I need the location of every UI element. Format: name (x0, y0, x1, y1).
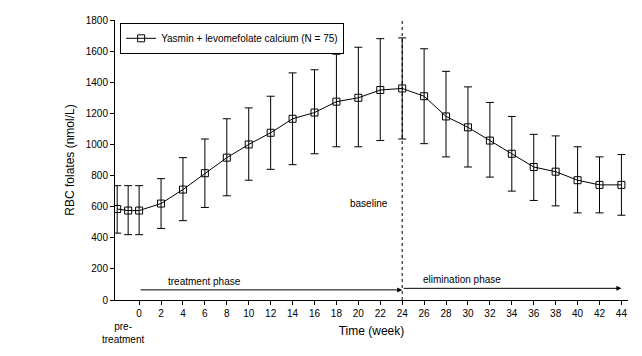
svg-text:26: 26 (419, 308, 431, 319)
svg-text:1600: 1600 (86, 46, 109, 57)
svg-text:elimination phase: elimination phase (423, 274, 501, 285)
svg-text:44: 44 (616, 308, 628, 319)
svg-text:18: 18 (331, 308, 343, 319)
svg-text:0: 0 (136, 308, 142, 319)
svg-text:22: 22 (375, 308, 387, 319)
svg-text:Yasmin + levomefolate calcium: Yasmin + levomefolate calcium (N = 75) (161, 33, 338, 44)
svg-text:38: 38 (550, 308, 562, 319)
svg-text:600: 600 (91, 201, 108, 212)
svg-text:1000: 1000 (86, 139, 109, 150)
svg-text:RBC folates (nmol/L): RBC folates (nmol/L) (63, 104, 77, 215)
svg-text:34: 34 (506, 308, 518, 319)
svg-text:1200: 1200 (86, 108, 109, 119)
svg-text:2: 2 (158, 308, 164, 319)
svg-text:14: 14 (287, 308, 299, 319)
svg-text:0: 0 (102, 295, 108, 306)
svg-text:6: 6 (202, 308, 208, 319)
svg-text:12: 12 (265, 308, 277, 319)
svg-text:36: 36 (528, 308, 540, 319)
svg-text:1400: 1400 (86, 77, 109, 88)
svg-text:16: 16 (309, 308, 321, 319)
svg-text:treatment phase: treatment phase (168, 276, 241, 287)
svg-text:800: 800 (91, 170, 108, 181)
svg-text:24: 24 (397, 308, 409, 319)
svg-text:10: 10 (243, 308, 255, 319)
svg-text:32: 32 (484, 308, 496, 319)
svg-text:28: 28 (440, 308, 452, 319)
svg-text:200: 200 (91, 263, 108, 274)
svg-text:1800: 1800 (86, 15, 109, 26)
svg-text:4: 4 (180, 308, 186, 319)
svg-text:8: 8 (224, 308, 230, 319)
svg-text:30: 30 (462, 308, 474, 319)
svg-text:20: 20 (353, 308, 365, 319)
svg-text:42: 42 (594, 308, 606, 319)
svg-text:Time (week): Time (week) (339, 324, 405, 338)
svg-text:40: 40 (572, 308, 584, 319)
svg-text:400: 400 (91, 232, 108, 243)
svg-text:pre-treatment: pre-treatment (102, 321, 144, 345)
svg-text:baseline: baseline (350, 198, 388, 209)
